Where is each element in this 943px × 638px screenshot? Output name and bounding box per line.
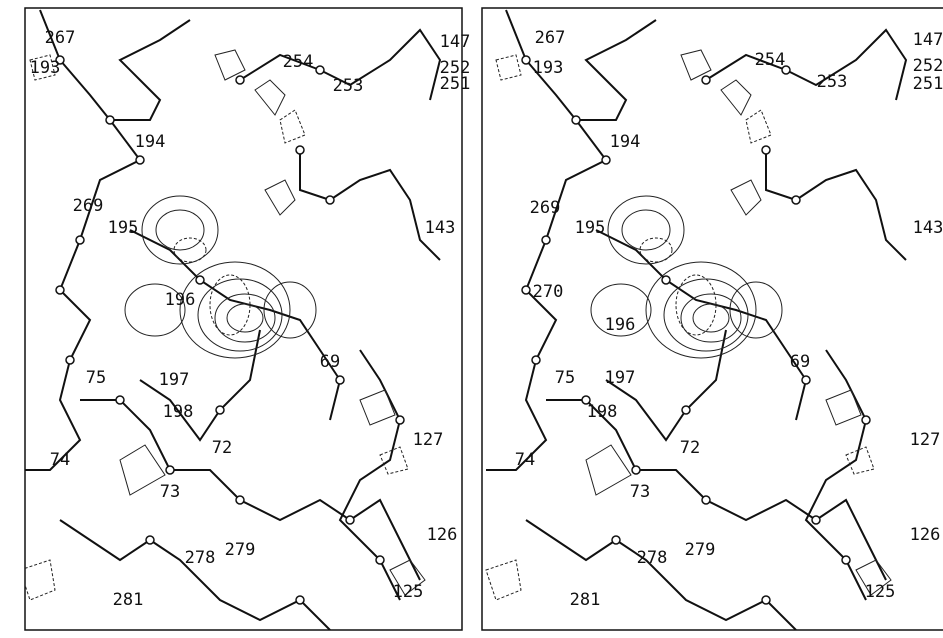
residue-label: 269 (73, 196, 104, 216)
residue-label: 198 (163, 402, 194, 422)
residue-label: 126 (427, 525, 458, 545)
residue-label: 72 (212, 438, 232, 458)
residue-label: 195 (575, 218, 606, 238)
residue-label: 127 (910, 430, 941, 450)
residue-label: 196 (605, 315, 636, 335)
residue-label: 195 (108, 218, 139, 238)
residue-label: 198 (587, 402, 618, 422)
residue-label: 197 (159, 370, 190, 390)
residue-label: 267 (45, 28, 76, 48)
right-panel-art (485, 9, 907, 630)
residue-label: 74 (515, 450, 535, 470)
residue-label: 269 (530, 198, 561, 218)
residue-label: 143 (425, 218, 456, 238)
residue-label: 73 (160, 482, 180, 502)
residue-label: 75 (86, 368, 106, 388)
residue-label: 196 (165, 290, 196, 310)
residue-label: 147 (913, 30, 943, 50)
residue-label: 73 (630, 482, 650, 502)
residue-label: 193 (533, 58, 564, 78)
residue-label: 193 (30, 58, 61, 78)
residue-label: 270 (533, 282, 564, 302)
residue-label: 69 (320, 352, 340, 372)
residue-label: 194 (135, 132, 166, 152)
residue-label: 253 (333, 76, 364, 96)
residue-label: 278 (637, 548, 668, 568)
residue-label: 253 (817, 72, 848, 92)
left-panel-art (25, 9, 441, 630)
residue-label: 75 (555, 368, 575, 388)
residue-label: 125 (865, 582, 896, 602)
residue-label: 127 (413, 430, 444, 450)
residue-label: 194 (610, 132, 641, 152)
residue-label: 252 (913, 56, 943, 76)
residue-label: 267 (535, 28, 566, 48)
residue-label: 72 (680, 438, 700, 458)
residue-label: 254 (283, 52, 314, 72)
residue-label: 279 (685, 540, 716, 560)
residue-label: 251 (440, 74, 471, 94)
panel-frame (481, 7, 943, 631)
residue-label: 126 (910, 525, 941, 545)
residue-label: 281 (113, 590, 144, 610)
panel-frame (24, 7, 463, 631)
residue-label: 143 (913, 218, 943, 238)
residue-label: 125 (393, 582, 424, 602)
residue-label: 254 (755, 50, 786, 70)
residue-label: 251 (913, 74, 943, 94)
residue-label: 252 (440, 58, 471, 78)
residue-label: 278 (185, 548, 216, 568)
residue-label: 74 (50, 450, 70, 470)
residue-label: 197 (605, 368, 636, 388)
residue-label: 279 (225, 540, 256, 560)
residue-label: 281 (570, 590, 601, 610)
residue-label: 69 (790, 352, 810, 372)
residue-label: 147 (440, 32, 471, 52)
